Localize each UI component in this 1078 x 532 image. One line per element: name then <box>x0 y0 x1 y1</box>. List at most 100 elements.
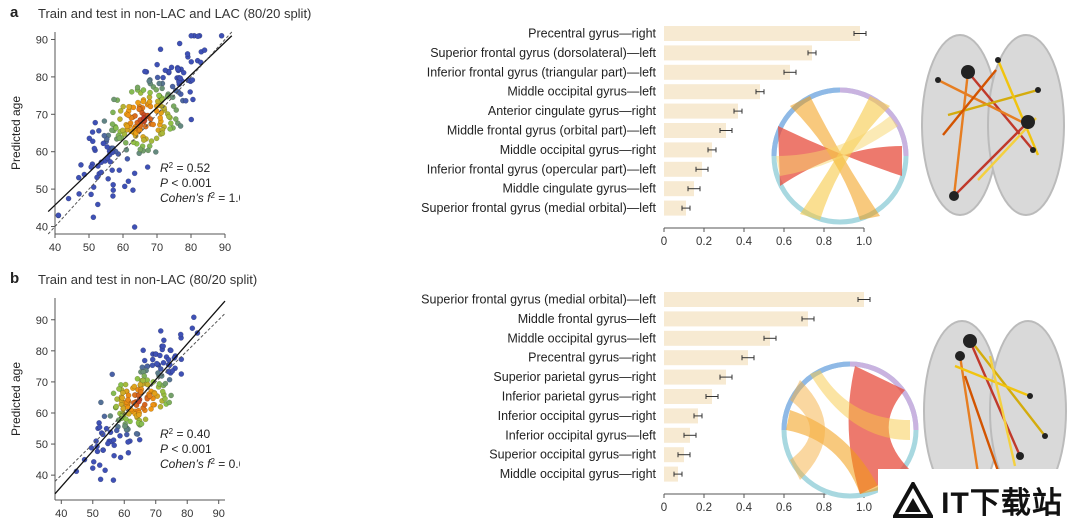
scatter-point <box>161 337 167 344</box>
category-label: Middle occipital gyrus—left <box>507 331 656 345</box>
scatter-point <box>141 357 148 364</box>
scatter-point <box>110 390 117 397</box>
category-label: Inferior occipital gyrus—right <box>498 409 657 423</box>
scatter-point <box>140 347 146 354</box>
scatter-point <box>107 429 114 436</box>
category-label: Superior occipital gyrus—right <box>489 448 656 462</box>
bar <box>664 64 790 80</box>
scatter-point <box>131 224 138 230</box>
scatter-point <box>123 416 129 422</box>
scatter-point <box>125 439 131 445</box>
scatter-point <box>107 159 114 165</box>
y-tick-label: 60 <box>36 408 48 420</box>
y-tick-label: 40 <box>36 470 48 482</box>
scatter-point <box>172 116 179 122</box>
scatter-point <box>159 130 166 137</box>
scatter-point <box>96 424 103 430</box>
scatter-point <box>148 138 155 144</box>
scatter-point <box>127 418 133 425</box>
scatter-point <box>120 390 126 396</box>
bar <box>664 447 684 463</box>
identity-line <box>47 31 233 235</box>
brain-connectivity-icon <box>921 34 1065 216</box>
scatter-point <box>137 389 144 395</box>
scatter-point <box>169 83 176 90</box>
scatter-point <box>140 87 147 93</box>
scatter-point <box>125 396 131 403</box>
scatter-point <box>157 115 164 121</box>
scatter-point <box>160 343 167 349</box>
scatter-point <box>187 89 193 95</box>
scatter-point <box>128 89 135 95</box>
scatter-point <box>117 432 123 439</box>
scatter-point <box>176 40 183 47</box>
x-tick-label: 80 <box>181 508 193 520</box>
y-axis-label: Predicted age <box>9 96 23 170</box>
x-tick-label: 60 <box>117 242 129 254</box>
scatter-point <box>94 174 100 181</box>
x-tick-label: 50 <box>87 508 99 520</box>
scatter-point <box>133 430 140 437</box>
scatter-point <box>96 462 103 468</box>
scatter-point <box>155 370 161 376</box>
scatter-point <box>113 403 120 410</box>
brain-connectivity-icon <box>923 320 1067 502</box>
x-tick-label: 0.6 <box>776 502 792 514</box>
scatter-point <box>103 425 110 432</box>
scatter-point <box>111 442 118 449</box>
x-tick-label: 1.0 <box>856 236 872 248</box>
category-label: Precentral gyrus—right <box>528 351 656 365</box>
category-label: Inferior parietal gyrus—right <box>502 390 657 404</box>
scatter-point <box>55 212 62 219</box>
scatter-point <box>90 458 97 465</box>
scatter-point <box>159 85 165 92</box>
x-tick-label: 0.4 <box>736 236 753 248</box>
scatter-point <box>107 413 114 419</box>
scatter-point <box>109 127 115 134</box>
bar <box>664 369 726 385</box>
scatter-point <box>218 32 225 39</box>
x-tick-label: 0.6 <box>776 236 792 248</box>
scatter-point <box>65 195 72 202</box>
scatter-point <box>189 77 196 83</box>
bar <box>664 45 812 61</box>
x-tick-label: 0.2 <box>696 236 712 248</box>
scatter-point <box>167 126 173 132</box>
scatter-point <box>122 423 128 430</box>
scatter-point <box>140 98 147 105</box>
fit-line <box>54 300 226 495</box>
scatter-point <box>110 181 116 188</box>
stat-label: Cohen’s f2 = 1.07 <box>160 191 240 206</box>
bar <box>664 84 760 100</box>
scatter-point <box>117 116 123 122</box>
y-tick-label: 50 <box>36 184 48 196</box>
x-tick-label: 0.8 <box>816 236 832 248</box>
bar <box>664 26 860 41</box>
scatter-point <box>168 64 175 71</box>
scatter-point <box>157 328 164 334</box>
panel-title: Train and test in non-LAC (80/20 split) <box>38 272 258 287</box>
x-tick-label: 0.4 <box>736 502 753 514</box>
scatter-point <box>149 356 156 363</box>
bar <box>664 292 864 307</box>
scatter-point <box>177 75 184 81</box>
scatter-point <box>116 386 122 392</box>
scatter-point <box>131 383 138 390</box>
x-tick-label: 70 <box>150 508 162 520</box>
y-tick-label: 90 <box>36 34 48 46</box>
scatter-point <box>113 427 120 434</box>
bar <box>664 200 686 216</box>
scatter-point <box>148 406 154 412</box>
scatter-point <box>86 135 93 142</box>
category-label: Middle occipital gyrus—right <box>500 467 657 481</box>
scatter-point <box>145 147 151 154</box>
category-label: Middle frontal gyrus (orbital part)—left <box>447 124 657 138</box>
scatter-point <box>188 116 195 123</box>
scatter-point <box>125 178 132 185</box>
scatter-point <box>156 92 162 99</box>
scatter-point <box>114 396 120 402</box>
scatter-point <box>168 347 174 354</box>
panel-a: a Train and test in non-LAC and LAC (80/… <box>9 4 1065 254</box>
scatter-point <box>104 144 110 150</box>
scatter-point <box>188 32 195 39</box>
